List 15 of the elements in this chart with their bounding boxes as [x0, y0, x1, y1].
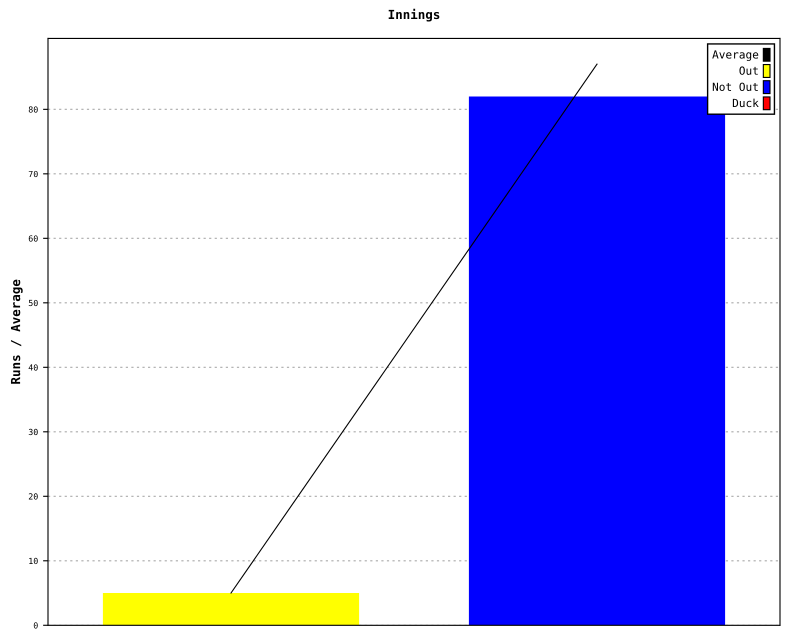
y-tick-label: 40	[28, 364, 38, 371]
chart-title: Innings	[388, 8, 440, 22]
y-tick-label: 30	[28, 428, 38, 436]
legend-label: Average	[712, 50, 758, 61]
y-axis-title: Runs / Average	[10, 280, 23, 384]
y-tick-label: 0	[34, 622, 38, 629]
legend-label: Out	[739, 66, 758, 75]
y-tick-label: 10	[29, 558, 38, 564]
y-tick-label: 70	[28, 170, 38, 178]
y-tick-label: 80	[28, 106, 38, 113]
legend-label: Not Out	[712, 82, 758, 91]
legend-label: Duck	[732, 98, 759, 108]
y-tick-label: 20	[28, 493, 38, 500]
y-tick-label: 60	[28, 235, 38, 242]
y-tick-label: 50	[28, 300, 38, 306]
